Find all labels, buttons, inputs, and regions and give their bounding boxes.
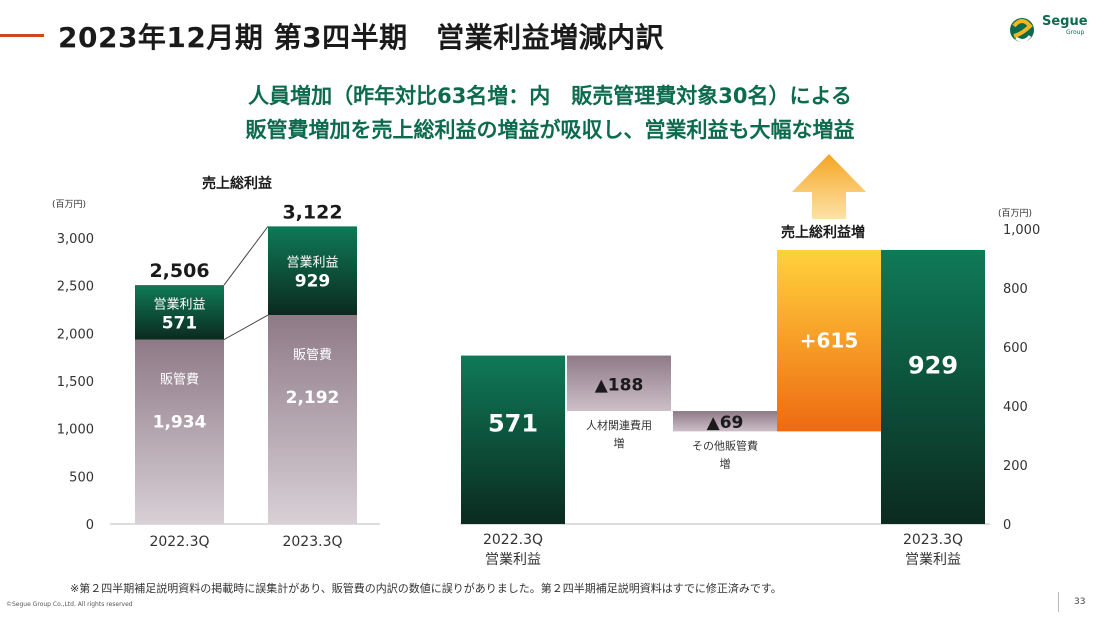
left-ytick-label: 1,000 [57, 423, 94, 438]
right-ytick-label: 600 [1003, 341, 1028, 356]
waterfall-value-label: 571 [488, 409, 538, 437]
waterfall-bar-1 [567, 355, 671, 412]
logo-subtext: Group [1066, 29, 1085, 36]
right-ytick-label: 1,000 [1003, 223, 1040, 238]
bar-op-value-label: 571 [162, 313, 198, 333]
footnote: ※第２四半期補足説明資料の掲載時に誤集計があり、販管費の内訳の数値に誤りがありま… [70, 582, 782, 595]
waterfall-category-label: 営業利益 [485, 552, 541, 568]
right-ytick-label: 200 [1003, 459, 1028, 474]
waterfall-value-label: 929 [908, 351, 958, 379]
left-unit-label: (百万円) [52, 199, 86, 210]
waterfall-category-label: 2022.3Q [483, 532, 543, 548]
left-ytick-label: 2,000 [57, 327, 94, 342]
bar-op-series-label: 営業利益 [286, 255, 338, 271]
bar-total-label: 3,122 [282, 201, 342, 223]
right-unit-label: (百万円) [998, 208, 1032, 219]
left-ytick-label: 3,000 [57, 232, 94, 247]
waterfall-category-label: 売上総利益増 [781, 224, 865, 241]
waterfall-value-label: ▲69 [707, 413, 744, 433]
waterfall-bar-4 [881, 249, 985, 524]
bar-sga-2022.3Q [135, 339, 224, 524]
bar-sga-2023.3Q [268, 315, 357, 524]
right-ytick-label: 0 [1003, 518, 1011, 533]
bar-total-label: 2,506 [149, 260, 209, 282]
title-accent-bar [0, 34, 44, 37]
page-number-divider [1058, 592, 1059, 612]
left-ytick-label: 0 [86, 518, 94, 533]
bar-operating-profit-2023.3Q [268, 226, 357, 316]
waterfall-value-label: ▲188 [595, 375, 644, 395]
logo-text: Segue [1042, 14, 1088, 29]
page-number: 33 [1074, 597, 1086, 607]
left-ytick-label: 1,500 [57, 375, 94, 390]
left-ytick-label: 2,500 [57, 280, 94, 295]
connector-line-top [223, 226, 269, 286]
waterfall-category-label: 営業利益 [905, 552, 961, 568]
waterfall-value-label: +615 [800, 329, 859, 353]
headline-line-2: 販管費増加を売上総利益の増益が吸収し、営業利益も大幅な増益 [245, 118, 855, 142]
left-ytick-label: 500 [69, 470, 94, 485]
waterfall-category-label: 人材関連費用 [586, 418, 652, 432]
waterfall-bar-0 [461, 355, 565, 524]
left-category-label: 2022.3Q [149, 534, 209, 550]
right-ytick-label: 800 [1003, 282, 1028, 297]
waterfall-category-label: 増 [720, 457, 731, 470]
bar-sga-series-label: 販管費 [160, 373, 199, 388]
waterfall-category-label: その他販管費 [692, 438, 758, 452]
page-title: 2023年12月期 第3四半期 営業利益増減内訳 [58, 21, 665, 54]
bar-op-value-label: 929 [295, 272, 331, 292]
right-ytick-label: 400 [1003, 400, 1028, 415]
waterfall-bar-3 [777, 249, 881, 432]
bar-sga-value-label: 1,934 [153, 413, 207, 433]
connector-line-mid [223, 314, 269, 341]
waterfall-category-label: 増 [614, 437, 625, 450]
waterfall-category-label: 2023.3Q [903, 532, 963, 548]
increase-arrow-icon [792, 153, 866, 219]
headline-line-1: 人員増加（昨年対比63名増：内 販売管理費対象30名）による [248, 84, 852, 108]
left-chart-title: 売上総利益 [202, 175, 272, 192]
bar-operating-profit-2022.3Q [135, 285, 224, 340]
bar-sga-value-label: 2,192 [286, 388, 340, 408]
waterfall-bar-2 [673, 411, 777, 432]
bar-op-series-label: 営業利益 [153, 296, 205, 312]
left-category-label: 2023.3Q [282, 534, 342, 550]
segue-logo-icon [1010, 18, 1034, 43]
copyright: ©Segue Group Co.,Ltd. All rights reserve… [6, 601, 133, 608]
bar-sga-series-label: 販管費 [293, 348, 332, 363]
